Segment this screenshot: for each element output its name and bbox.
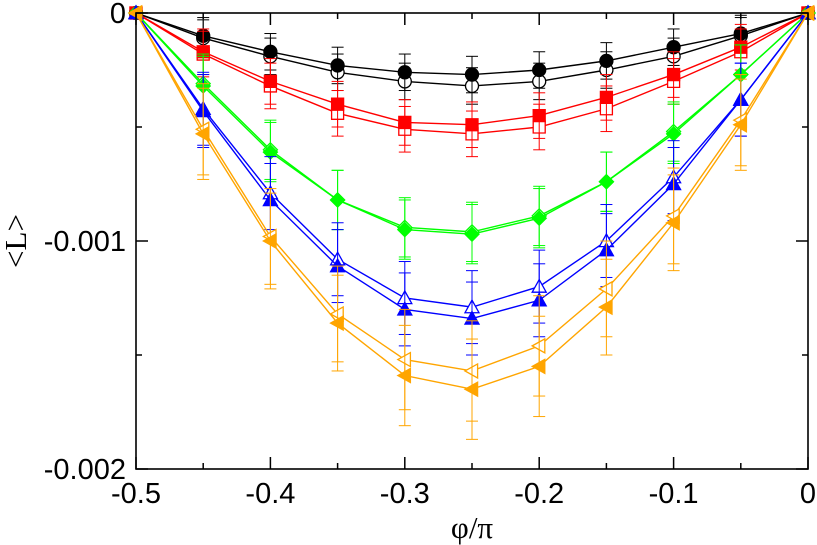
data-point: [398, 115, 412, 130]
series-black-filled: [128, 5, 816, 94]
series-layer: [127, 4, 817, 440]
labels-layer: -0.5 -0.4 -0.3 -0.2 -0.1 0 0 -0.001 -0.002: [44, 0, 816, 510]
data-point: [599, 53, 614, 69]
x-axis-label: φ/π: [451, 510, 494, 545]
data-point: [263, 44, 278, 59]
x-tick-label: -0.2: [514, 478, 564, 510]
data-point: [665, 214, 680, 231]
data-point: [330, 97, 345, 111]
data-point: [598, 173, 615, 190]
data-point: [732, 116, 748, 133]
data-point: [531, 210, 548, 227]
data-point: [396, 351, 412, 368]
data-point: [329, 314, 344, 332]
data-point: [463, 362, 479, 380]
y-tick-label: -0.002: [44, 454, 126, 486]
x-tick-label: 0: [800, 478, 816, 510]
x-tick-label: -0.5: [111, 478, 161, 510]
data-point: [598, 280, 613, 297]
data-point: [599, 90, 614, 105]
data-point: [329, 192, 346, 208]
x-tick-label: -0.4: [245, 478, 295, 510]
data-point: [464, 67, 480, 82]
data-point: [397, 65, 412, 80]
y-tick-label: -0.001: [44, 226, 126, 258]
y-tick-label: 0: [110, 0, 126, 30]
data-point: [666, 67, 681, 82]
data-point: [532, 62, 547, 78]
data-point: [464, 226, 480, 243]
x-tick-label: -0.1: [649, 478, 699, 510]
data-point: [262, 232, 277, 250]
data-point: [194, 125, 210, 142]
ticks-layer: [135, 12, 809, 470]
data-point: [530, 358, 546, 375]
data-point: [530, 337, 546, 354]
data-point: [330, 58, 345, 73]
data-point: [598, 299, 613, 316]
data-point: [396, 367, 412, 384]
x-tick-label: -0.3: [380, 478, 430, 510]
data-point: [465, 118, 479, 132]
y-axis-label: <L>: [0, 214, 33, 268]
data-point: [263, 74, 278, 89]
data-point: [532, 108, 546, 123]
data-point: [463, 381, 479, 398]
data-point: [396, 221, 413, 238]
